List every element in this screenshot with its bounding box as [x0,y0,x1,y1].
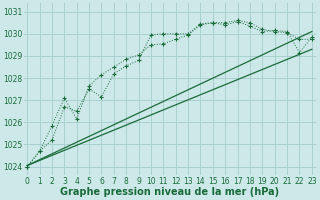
X-axis label: Graphe pression niveau de la mer (hPa): Graphe pression niveau de la mer (hPa) [60,187,279,197]
